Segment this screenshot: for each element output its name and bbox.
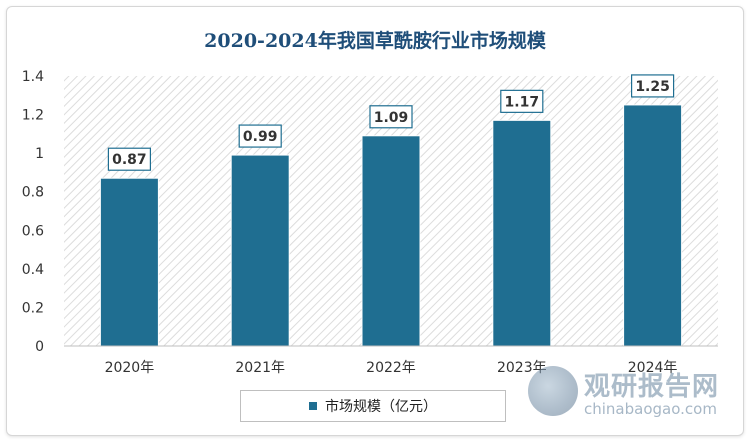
legend-label: 市场规模（亿元）	[325, 399, 437, 415]
bar-2023年	[492, 119, 552, 347]
data-label-box	[630, 74, 675, 98]
data-label: 1.17	[505, 94, 540, 110]
data-label: 0.87	[112, 152, 147, 168]
legend-swatch	[309, 402, 317, 410]
data-label: 1.09	[374, 110, 409, 126]
y-tick-label: 1.2	[22, 108, 44, 124]
y-tick-label: 0.4	[22, 262, 44, 278]
x-tick-label: 2023年	[497, 360, 547, 376]
legend: 市场规模（亿元）	[240, 390, 506, 422]
data-label-box	[238, 124, 282, 148]
bar-2021年	[230, 154, 290, 347]
data-label-box	[500, 89, 544, 113]
data-label-box	[369, 105, 413, 129]
data-label: 1.25	[635, 79, 670, 95]
y-tick-label: 0	[35, 339, 44, 355]
y-tick-label: 0.8	[22, 185, 44, 201]
y-tick-label: 0.6	[22, 223, 44, 239]
x-tick-label: 2021年	[235, 360, 285, 376]
watermark-name-en: chinabaogao.com	[584, 400, 717, 418]
bar-2024年	[623, 104, 683, 347]
data-label-box	[107, 147, 152, 171]
chart-title: 2020-2024年我国草酰胺行业市场规模	[204, 30, 546, 52]
watermark-logo-icon	[528, 366, 578, 416]
x-tick-label: 2020年	[105, 360, 155, 376]
y-tick-label: 1	[35, 146, 44, 162]
watermark-name-cn: 观研报告网	[584, 372, 720, 402]
bar-2022年	[361, 135, 421, 347]
x-tick-label: 2024年	[628, 360, 678, 376]
watermark: 观研报告网 chinabaogao.com	[520, 360, 740, 430]
data-label: 0.99	[243, 129, 278, 145]
x-tick-label: 2022年	[366, 360, 416, 376]
y-tick-label: 0.2	[22, 300, 44, 316]
y-tick-label: 1.4	[22, 69, 44, 85]
bar-2020年	[99, 177, 159, 347]
